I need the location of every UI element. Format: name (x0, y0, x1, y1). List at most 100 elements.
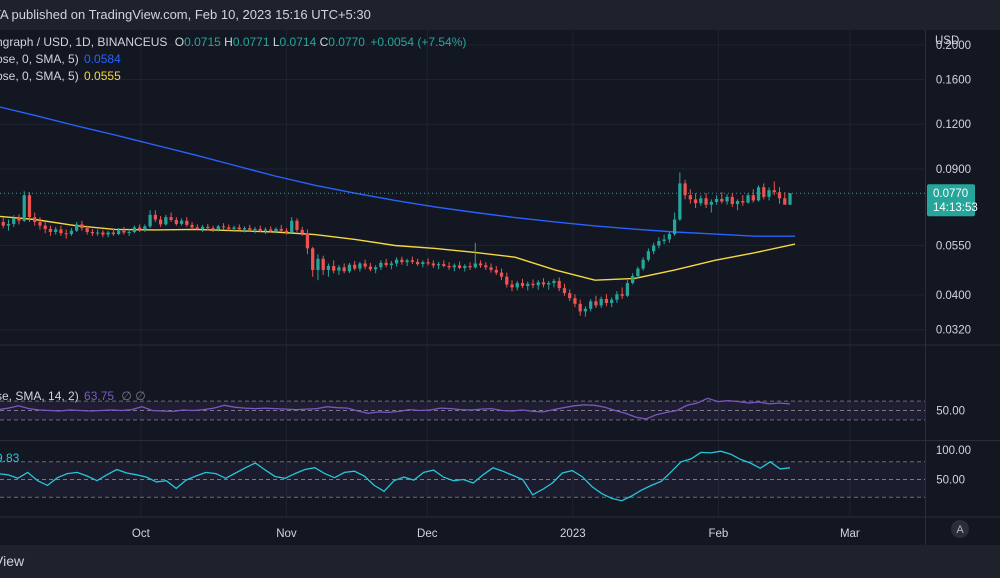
auto-scale-button-bg[interactable] (951, 520, 969, 538)
candle-body (573, 298, 577, 304)
rsi-line (0, 397, 791, 420)
last-price-value: 0.0770 (933, 188, 968, 200)
candle-body (305, 233, 310, 249)
candle (153, 210, 157, 222)
candle (751, 189, 755, 203)
close-value: 0.0770 (328, 35, 365, 49)
candle-body (311, 248, 315, 270)
candle-body (620, 294, 624, 296)
candle (90, 228, 95, 236)
candle-body (735, 201, 740, 205)
change-value: +0.0054 (+7.54%) (370, 35, 467, 49)
candle (384, 258, 388, 268)
chart-canvas[interactable]: Oct Nov Dec 2023 Feb Mar 0.2000 0.1600 0.1200 0.0… (0, 30, 1000, 545)
candle-body (457, 265, 462, 268)
candle-body (652, 245, 656, 252)
candle (400, 256, 404, 265)
candle (788, 192, 792, 205)
candle (321, 255, 325, 275)
candle-body (536, 282, 540, 286)
candle (552, 278, 556, 288)
candle (405, 258, 409, 267)
candle-body (704, 198, 708, 205)
candle-body (421, 262, 425, 265)
candle-body (520, 283, 525, 286)
high-label: H (224, 35, 233, 49)
candle (59, 225, 63, 236)
candle-body (610, 299, 614, 303)
candle-body (1, 221, 5, 226)
price-axis-tick: 0.0400 (936, 290, 971, 302)
candle (636, 266, 640, 279)
candle-body (295, 220, 299, 230)
candle-body (489, 267, 493, 270)
candle (342, 263, 346, 274)
candle-body (730, 196, 734, 205)
candle-body (641, 259, 645, 269)
candle (164, 214, 168, 226)
candle (672, 212, 677, 236)
candle-body (64, 233, 68, 235)
candle-body (746, 195, 750, 203)
low-value: 0.0714 (279, 35, 317, 49)
candle-body (594, 301, 598, 306)
footer-brand: View (0, 553, 25, 569)
candle (200, 224, 205, 232)
candle (478, 260, 483, 268)
candle-body (384, 262, 388, 266)
candle-body (452, 265, 456, 268)
symbol-name: hgraph / USD, 1D, BINANCEUS (0, 35, 168, 49)
candle-body (662, 239, 666, 242)
candle (279, 224, 283, 232)
candle-body (137, 227, 142, 230)
candle-body (143, 226, 147, 230)
candle-body (33, 217, 37, 222)
price-axis-tick: 0.1600 (936, 75, 971, 87)
footer-bar: View (0, 545, 1000, 578)
candle-body (279, 228, 283, 231)
candle-body (568, 293, 572, 299)
candle-body (85, 228, 89, 232)
candle (505, 272, 509, 288)
candle (368, 262, 373, 272)
candle-body (374, 267, 378, 270)
candle (38, 217, 42, 230)
candle (494, 266, 498, 275)
candle (216, 224, 220, 232)
candle-body (316, 258, 320, 270)
candle-body (389, 263, 394, 266)
candle-body (190, 224, 194, 228)
ma-fast-legend: ose, 0, SMA, 5) 0.0555 (0, 68, 121, 84)
candle-body (410, 260, 414, 262)
candle (515, 280, 519, 291)
candle (148, 210, 152, 229)
candle-body (22, 195, 26, 221)
candle (536, 280, 540, 290)
candle (158, 215, 163, 227)
auto-scale-button[interactable]: A (951, 520, 969, 538)
candle-body (631, 276, 635, 284)
candle (206, 223, 210, 231)
chart-grid (0, 30, 925, 517)
time-axis-label: Feb (708, 528, 728, 540)
candle-body (636, 268, 640, 277)
candle-body (379, 262, 383, 268)
candle-body (478, 263, 483, 266)
candle-body (179, 220, 184, 224)
candle (714, 195, 719, 205)
candle-body (101, 232, 105, 235)
candle (258, 225, 262, 232)
candle-body (510, 284, 514, 288)
candle-body (174, 220, 178, 224)
candle-body (106, 232, 110, 235)
candle (54, 226, 58, 235)
candle-body (347, 264, 352, 272)
candle (452, 263, 456, 272)
candle-body (756, 187, 761, 201)
candle-body (368, 266, 373, 270)
candle (263, 227, 268, 235)
candle-body (777, 192, 782, 199)
symbol-legend: hgraph / USD, 1D, BINANCEUS O0.0715 H0.0… (0, 34, 466, 50)
candle (678, 172, 682, 221)
candle (436, 261, 441, 270)
